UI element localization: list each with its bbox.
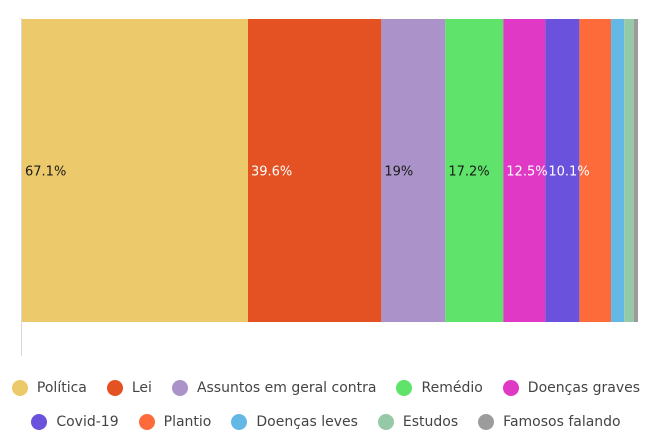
- bar-segment-lei[interactable]: [247, 19, 382, 322]
- legend-label: Lei: [131, 380, 152, 396]
- legend-item-doencas-leves[interactable]: Doenças leves: [231, 414, 358, 430]
- legend-item-remedio[interactable]: Remédio: [396, 380, 483, 396]
- legend-item-famosos-falando[interactable]: Famosos falando: [478, 414, 621, 430]
- legend-swatch-icon: [11, 380, 28, 396]
- data-label-remedio: 17.2%: [448, 165, 489, 180]
- bar-segment-famosos-falando[interactable]: [633, 19, 638, 322]
- bar-segment-politica[interactable]: [22, 19, 248, 322]
- bar-segment-covid-19[interactable]: [545, 19, 580, 322]
- legend-label: Estudos: [402, 414, 459, 430]
- legend-swatch-icon: [377, 414, 394, 430]
- legend-item-plantio[interactable]: Plantio: [138, 414, 212, 430]
- bar-segment-plantio[interactable]: [579, 19, 612, 322]
- legend-label: Plantio: [163, 414, 212, 430]
- legend-item-covid-19[interactable]: Covid-19: [31, 414, 119, 430]
- bar-segment-doencas-leves[interactable]: [611, 19, 625, 322]
- legend-swatch-icon: [396, 380, 413, 396]
- legend-item-estudos[interactable]: Estudos: [377, 414, 459, 430]
- legend-item-politica[interactable]: Política: [11, 380, 87, 396]
- legend-item-doencas-graves[interactable]: Doenças graves: [502, 380, 641, 396]
- legend-label: Política: [36, 380, 87, 396]
- data-label-covid-19: 10.1%: [548, 165, 589, 180]
- legend-swatch-icon: [106, 380, 123, 396]
- legend-swatch-icon: [31, 414, 48, 430]
- legend-label: Doenças leves: [256, 414, 358, 430]
- legend-swatch-icon: [478, 414, 495, 430]
- legend-swatch-icon: [171, 380, 188, 396]
- legend-label: Famosos falando: [503, 414, 621, 430]
- bar-group: [22, 19, 638, 322]
- data-label-politica: 67.1%: [25, 165, 66, 180]
- bar-segment-estudos[interactable]: [624, 19, 634, 322]
- data-label-group: 67.1% 39.6% 19% 17.2% 12.5% 10.1%: [25, 165, 590, 180]
- legend-label: Remédio: [421, 380, 483, 396]
- data-label-assuntos-em-geral-contra: 19%: [384, 165, 413, 180]
- legend-item-lei[interactable]: Lei: [106, 380, 152, 396]
- legend-item-assuntos-em-geral-contra[interactable]: Assuntos em geral contra: [171, 380, 377, 396]
- bar-segment-assuntos-em-geral-contra[interactable]: [381, 19, 446, 322]
- legend-row-2: Covid-19 Plantio Doenças leves Estudos Famos…: [0, 414, 652, 430]
- legend-label: Covid-19: [56, 414, 119, 430]
- data-label-lei: 39.6%: [251, 165, 292, 180]
- legend-label: Doenças graves: [527, 380, 641, 396]
- legend-row-1: Política Lei Assuntos em geral contra Reméd…: [0, 380, 652, 396]
- data-label-doencas-graves: 12.5%: [506, 165, 547, 180]
- legend-swatch-icon: [138, 414, 155, 430]
- legend-swatch-icon: [231, 414, 248, 430]
- legend-label: Assuntos em geral contra: [196, 380, 377, 396]
- legend-swatch-icon: [502, 380, 519, 396]
- bar-segment-remedio[interactable]: [445, 19, 504, 322]
- bar-segment-doencas-graves[interactable]: [503, 19, 546, 322]
